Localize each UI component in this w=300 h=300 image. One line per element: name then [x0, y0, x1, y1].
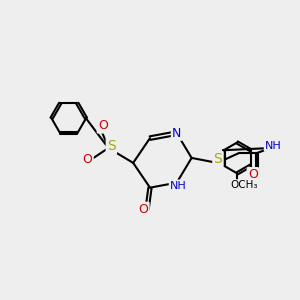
Text: O: O [248, 168, 258, 181]
Text: O: O [139, 203, 148, 216]
Text: NH: NH [170, 181, 187, 191]
Text: S: S [107, 139, 116, 153]
Text: S: S [214, 152, 222, 166]
Text: N: N [172, 127, 182, 140]
Text: NH: NH [265, 141, 282, 151]
Text: O: O [98, 119, 108, 132]
Text: OCH₃: OCH₃ [231, 180, 258, 190]
Text: O: O [82, 153, 92, 167]
